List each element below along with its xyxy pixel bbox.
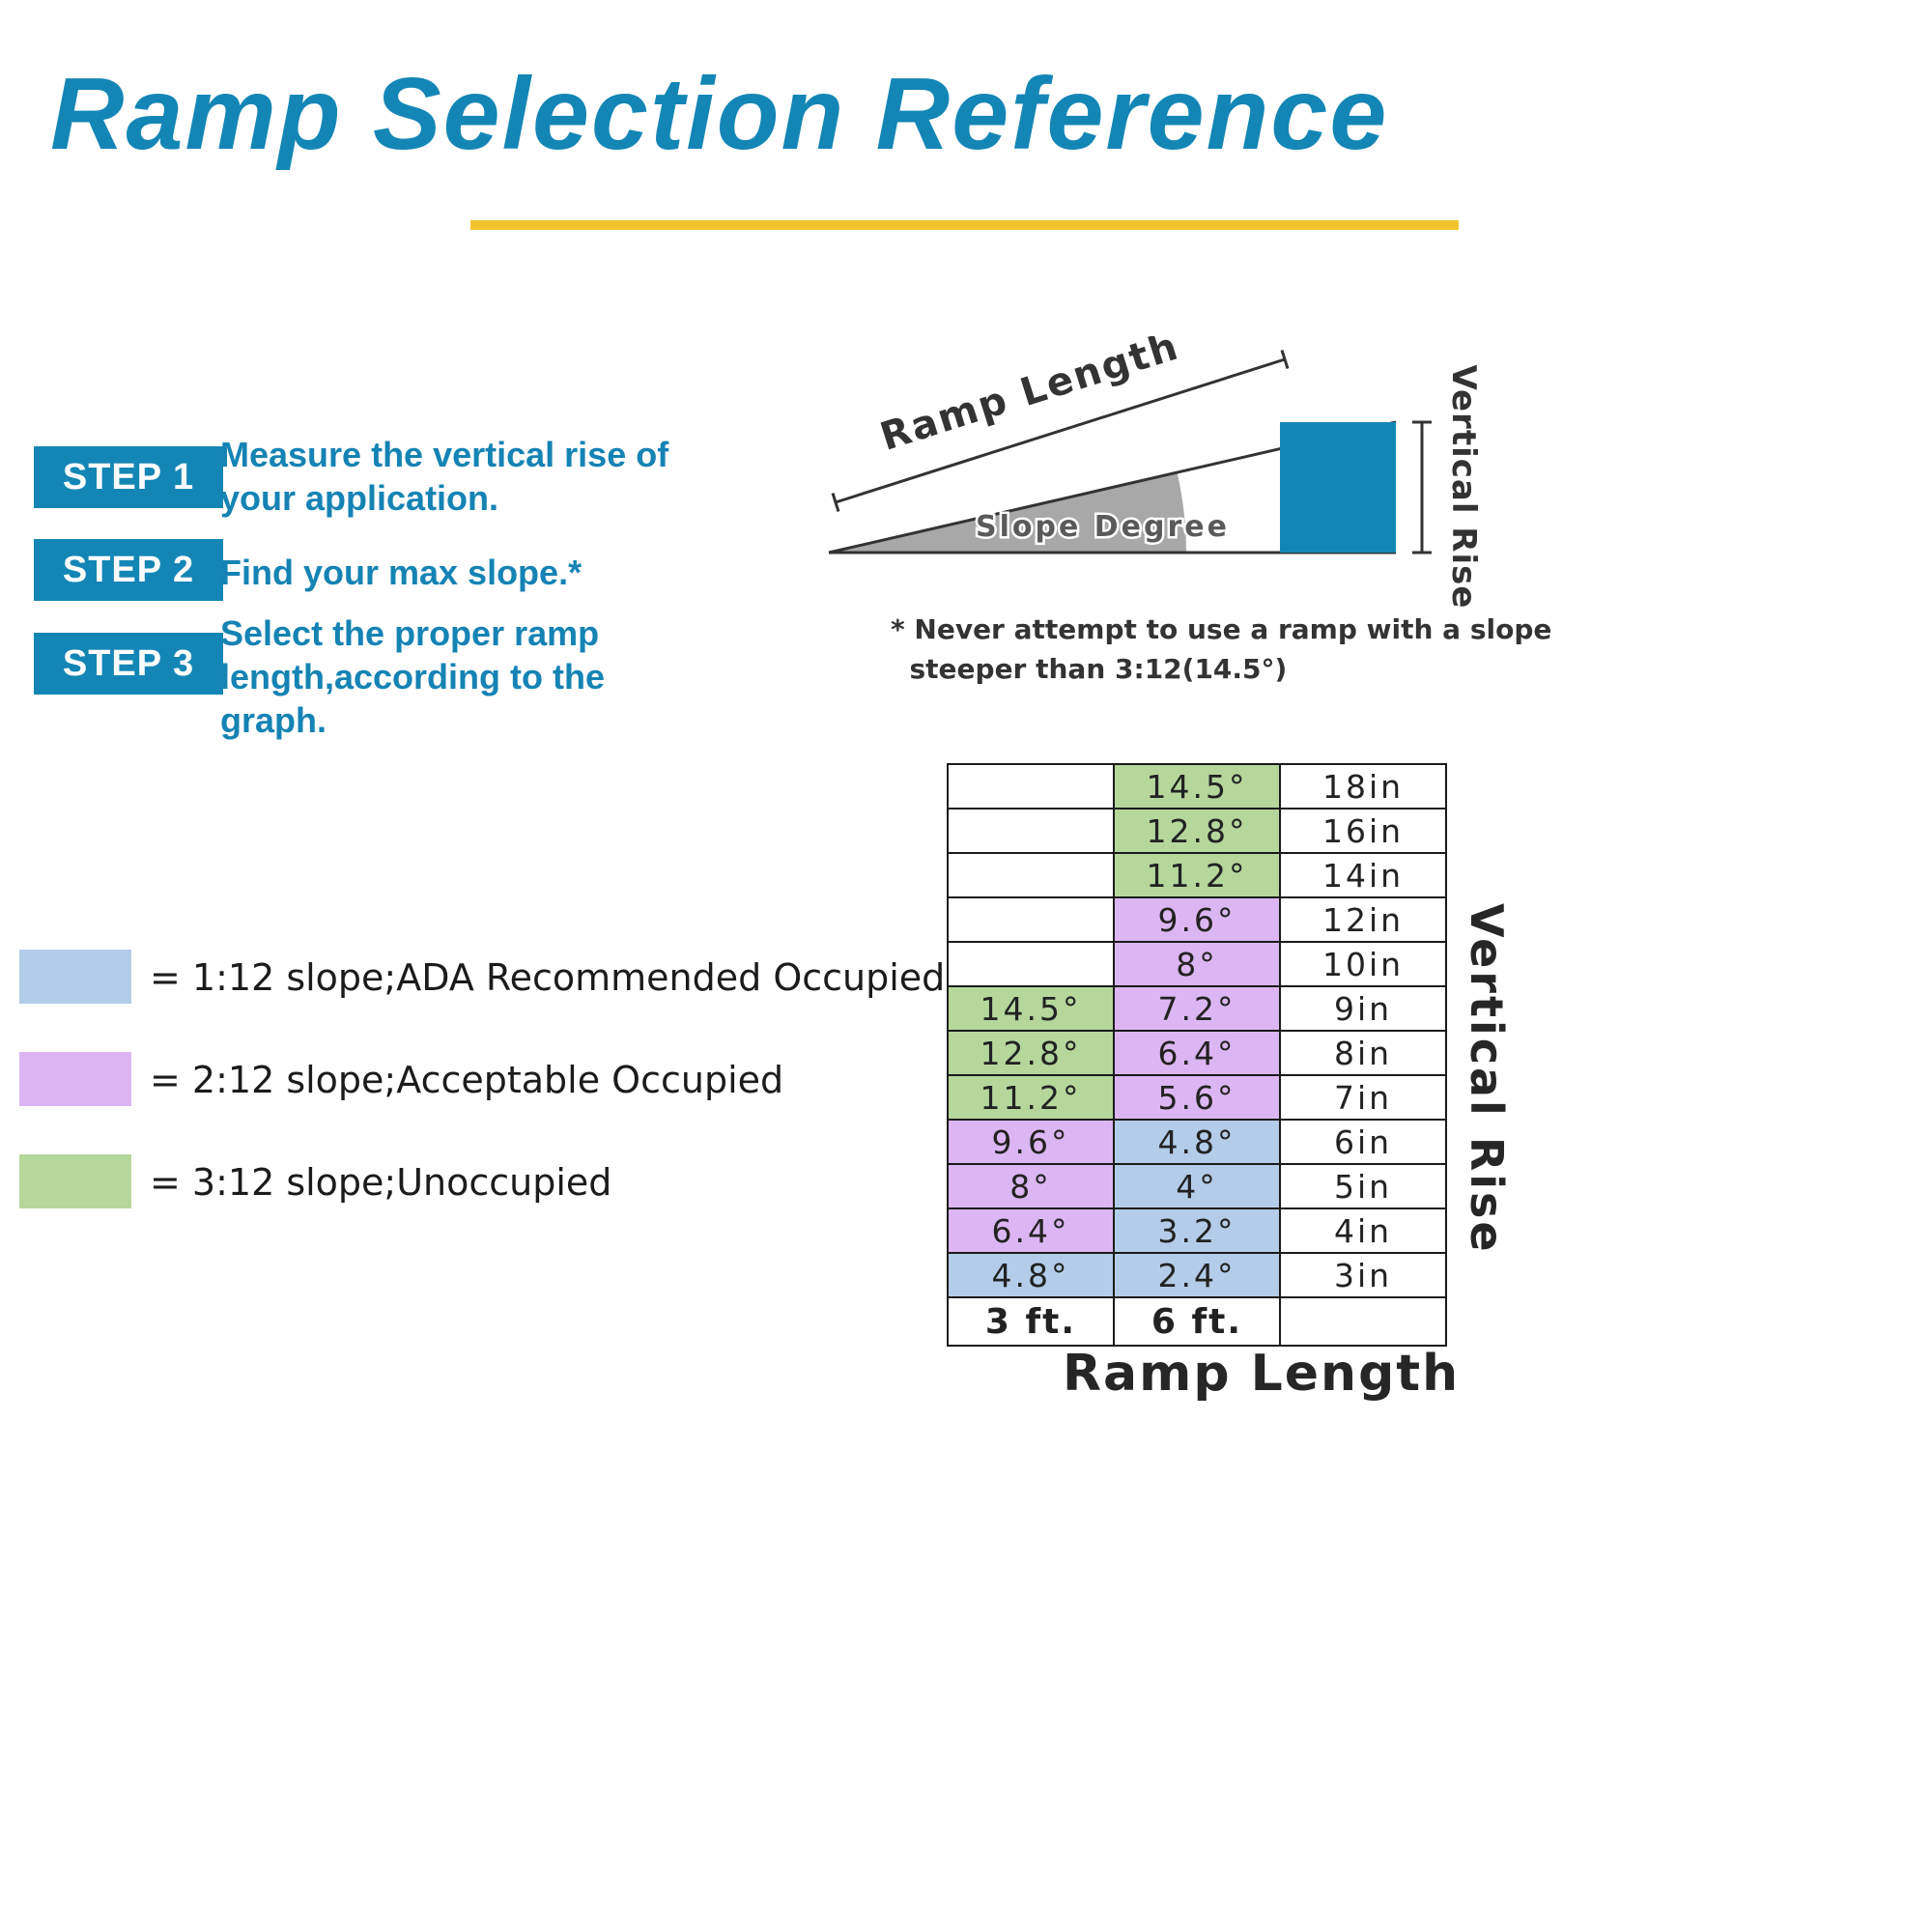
vertical-rise-diagram-label: Vertical Rise: [1444, 365, 1483, 610]
slope-cell-3ft: 4.8°: [947, 1252, 1115, 1298]
rise-cell: 3in: [1279, 1252, 1447, 1298]
slope-cell-6ft: 5.6°: [1113, 1074, 1281, 1121]
table-row: 14.5° 18in: [947, 763, 1447, 810]
slope-cell-3ft: [947, 852, 1115, 898]
slope-cell-3ft: 8°: [947, 1163, 1115, 1209]
rise-cell: 8in: [1279, 1030, 1447, 1076]
footer-empty-cell: [1279, 1296, 1447, 1347]
slope-cell-3ft: 14.5°: [947, 985, 1115, 1032]
slope-cell-6ft: 4.8°: [1113, 1119, 1281, 1165]
step-2-text: Find your max slope.*: [220, 553, 582, 592]
rise-cell: 7in: [1279, 1074, 1447, 1121]
slope-cell-6ft: 6.4°: [1113, 1030, 1281, 1076]
slope-cell-6ft: 7.2°: [1113, 985, 1281, 1032]
step-3-text: Select the proper ramp length,according …: [220, 613, 606, 740]
slope-cell-6ft: 4°: [1113, 1163, 1281, 1209]
ramp-length-axis-label: Ramp Length: [1063, 1345, 1461, 1403]
ramp-side-view-diagram: Ramp Length Slope Degree Vertical Rise: [828, 336, 1483, 610]
table-row: 11.2° 14in: [947, 852, 1447, 898]
table-row: 9.6° 4.8° 6in: [947, 1119, 1447, 1165]
table-row: 8° 10in: [947, 941, 1447, 987]
table-footer-row: 3 ft. 6 ft.: [947, 1296, 1447, 1347]
step-1-text: Measure the vertical rise of your applic…: [220, 435, 669, 518]
step-block: [1280, 422, 1396, 553]
legend-label-3: = 3:12 slope;Unoccupied: [150, 1161, 612, 1204]
legend-swatch-1: [19, 950, 131, 1004]
slope-cell-6ft: 14.5°: [1113, 763, 1281, 810]
slope-cell-3ft: [947, 763, 1115, 810]
rise-cell: 5in: [1279, 1163, 1447, 1209]
slope-cell-3ft: 6.4°: [947, 1208, 1115, 1254]
rise-cell: 6in: [1279, 1119, 1447, 1165]
step-2-badge: STEP 2: [34, 539, 223, 601]
rise-cell: 12in: [1279, 896, 1447, 943]
dimension-tick: [1280, 350, 1290, 369]
slope-cell-3ft: [947, 896, 1115, 943]
table-row: 4.8° 2.4° 3in: [947, 1252, 1447, 1298]
legend-swatch-2: [19, 1052, 131, 1106]
slope-cell-6ft: 12.8°: [1113, 808, 1281, 854]
table-row: 9.6° 12in: [947, 896, 1447, 943]
slope-cell-3ft: [947, 941, 1115, 987]
column-header-3ft: 3 ft.: [947, 1296, 1115, 1347]
slope-cell-6ft: 2.4°: [1113, 1252, 1281, 1298]
slope-cell-3ft: 12.8°: [947, 1030, 1115, 1076]
slope-degree-diagram-label: Slope Degree: [976, 510, 1230, 544]
rise-cell: 18in: [1279, 763, 1447, 810]
ramp-length-dimension-line: [835, 357, 1286, 504]
rise-cell: 16in: [1279, 808, 1447, 854]
title-underline: [470, 220, 1459, 230]
slope-cell-6ft: 3.2°: [1113, 1208, 1281, 1254]
slope-cell-3ft: 9.6°: [947, 1119, 1115, 1165]
ramp-selection-table: 14.5° 18in 12.8° 16in 11.2° 14in 9.6° 12in 8° 10i…: [947, 763, 1447, 1347]
dimension-tick: [831, 493, 840, 512]
slope-cell-6ft: 9.6°: [1113, 896, 1281, 943]
table-row: 11.2° 5.6° 7in: [947, 1074, 1447, 1121]
rise-cell: 10in: [1279, 941, 1447, 987]
slope-cell-3ft: 11.2°: [947, 1074, 1115, 1121]
table-row: 12.8° 16in: [947, 808, 1447, 854]
step-1-badge: STEP 1: [34, 446, 223, 508]
table-row: 6.4° 3.2° 4in: [947, 1208, 1447, 1254]
legend-label-1: = 1:12 slope;ADA Recommended Occupied: [150, 956, 946, 999]
legend-label-2: = 2:12 slope;Acceptable Occupied: [150, 1059, 784, 1101]
slope-cell-3ft: [947, 808, 1115, 854]
rise-cell: 9in: [1279, 985, 1447, 1032]
page-title: Ramp Selection Reference: [50, 57, 1389, 171]
rise-cell: 14in: [1279, 852, 1447, 898]
rise-cell: 4in: [1279, 1208, 1447, 1254]
step-3-badge: STEP 3: [34, 633, 223, 695]
column-header-6ft: 6 ft.: [1113, 1296, 1281, 1347]
vertical-rise-axis-label: Vertical Rise: [1461, 903, 1513, 1255]
table-row: 12.8° 6.4° 8in: [947, 1030, 1447, 1076]
slope-warning-note: * Never attempt to use a ramp with a slo…: [891, 613, 1552, 685]
slope-cell-6ft: 11.2°: [1113, 852, 1281, 898]
table-row: 14.5° 7.2° 9in: [947, 985, 1447, 1032]
slope-cell-6ft: 8°: [1113, 941, 1281, 987]
table-row: 8° 4° 5in: [947, 1163, 1447, 1209]
legend-swatch-3: [19, 1154, 131, 1208]
